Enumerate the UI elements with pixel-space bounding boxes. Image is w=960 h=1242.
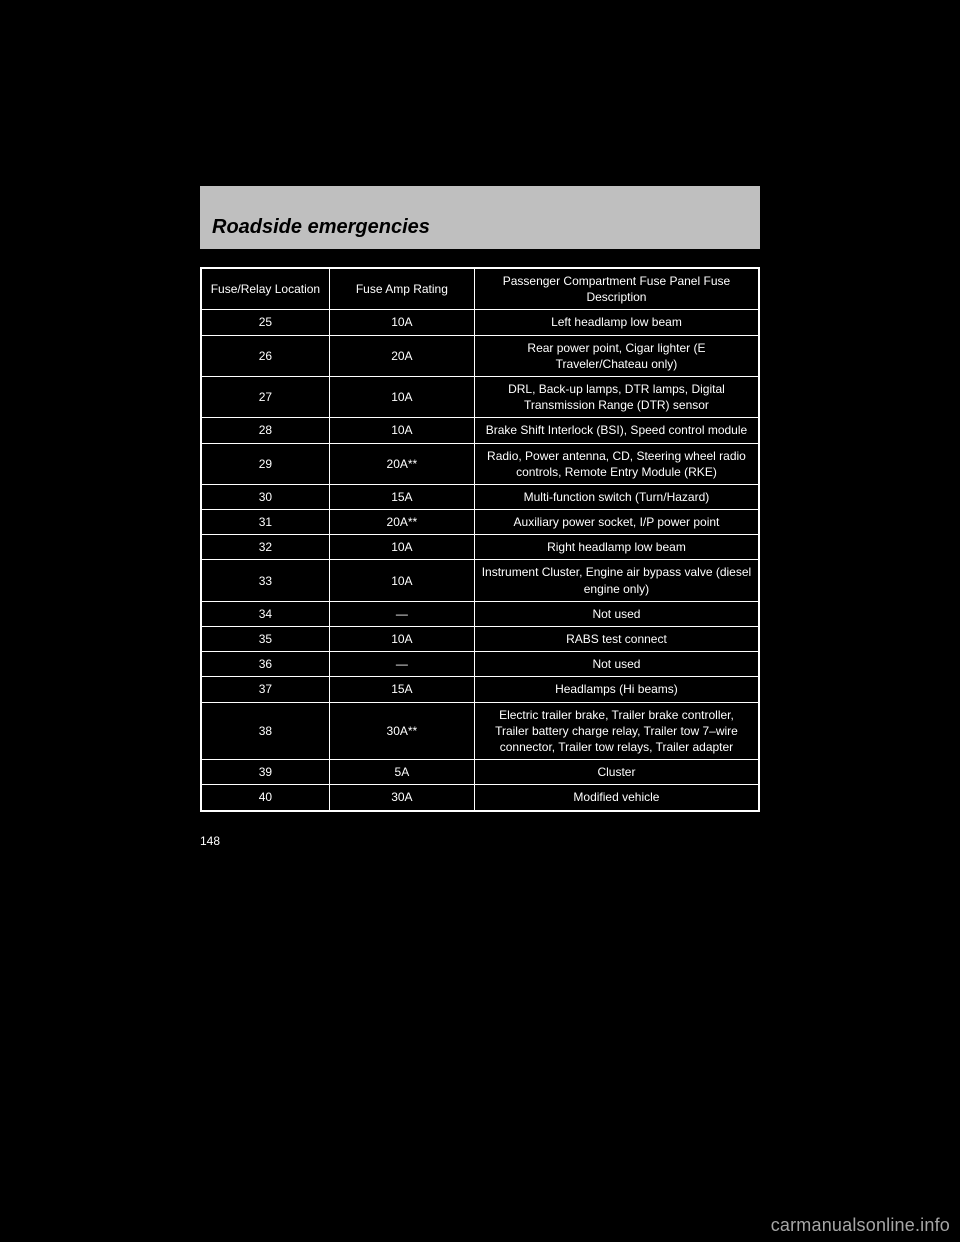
table-cell: 39 <box>201 760 329 785</box>
table-cell: 27 <box>201 376 329 417</box>
col-header-description: Passenger Compartment Fuse Panel Fuse De… <box>474 268 759 310</box>
table-cell: 32 <box>201 535 329 560</box>
table-row: 2810ABrake Shift Interlock (BSI), Speed … <box>201 418 759 443</box>
table-cell: 20A** <box>329 510 474 535</box>
table-cell: 26 <box>201 335 329 376</box>
table-cell: 30A <box>329 785 474 811</box>
table-cell: Multi-function switch (Turn/Hazard) <box>474 484 759 509</box>
fuse-table: Fuse/Relay Location Fuse Amp Rating Pass… <box>200 267 760 812</box>
table-cell: 10A <box>329 535 474 560</box>
table-cell: RABS test connect <box>474 627 759 652</box>
section-header: Roadside emergencies <box>200 186 760 249</box>
table-cell: Rear power point, Cigar lighter (E Trave… <box>474 335 759 376</box>
table-cell: 34 <box>201 601 329 626</box>
table-row: 3310AInstrument Cluster, Engine air bypa… <box>201 560 759 601</box>
table-cell: Not used <box>474 652 759 677</box>
watermark-text: carmanualsonline.info <box>771 1215 950 1236</box>
table-cell: 31 <box>201 510 329 535</box>
table-row: 2920A**Radio, Power antenna, CD, Steerin… <box>201 443 759 484</box>
table-cell: Brake Shift Interlock (BSI), Speed contr… <box>474 418 759 443</box>
table-row: 36—Not used <box>201 652 759 677</box>
table-cell: Radio, Power antenna, CD, Steering wheel… <box>474 443 759 484</box>
table-cell: Auxiliary power socket, I/P power point <box>474 510 759 535</box>
table-header-row: Fuse/Relay Location Fuse Amp Rating Pass… <box>201 268 759 310</box>
table-row: 4030AModified vehicle <box>201 785 759 811</box>
table-cell: 20A** <box>329 443 474 484</box>
table-cell: 25 <box>201 310 329 335</box>
table-cell: 10A <box>329 376 474 417</box>
table-cell: Cluster <box>474 760 759 785</box>
table-row: 3510ARABS test connect <box>201 627 759 652</box>
manual-page: Roadside emergencies Fuse/Relay Location… <box>200 186 760 848</box>
table-cell: Not used <box>474 601 759 626</box>
col-header-rating: Fuse Amp Rating <box>329 268 474 310</box>
table-row: 2510ALeft headlamp low beam <box>201 310 759 335</box>
table-cell: Right headlamp low beam <box>474 535 759 560</box>
table-cell: 33 <box>201 560 329 601</box>
table-cell: 10A <box>329 418 474 443</box>
table-row: 3830A**Electric trailer brake, Trailer b… <box>201 702 759 760</box>
table-row: 3015AMulti-function switch (Turn/Hazard) <box>201 484 759 509</box>
table-cell: 38 <box>201 702 329 760</box>
page-number: 148 <box>200 834 760 848</box>
table-cell: 30 <box>201 484 329 509</box>
table-row: 3120A**Auxiliary power socket, I/P power… <box>201 510 759 535</box>
table-body: 2510ALeft headlamp low beam2620ARear pow… <box>201 310 759 811</box>
table-cell: 15A <box>329 677 474 702</box>
table-cell: 36 <box>201 652 329 677</box>
table-cell: Electric trailer brake, Trailer brake co… <box>474 702 759 760</box>
table-cell: 29 <box>201 443 329 484</box>
table-cell: Instrument Cluster, Engine air bypass va… <box>474 560 759 601</box>
table-cell: Left headlamp low beam <box>474 310 759 335</box>
header-spacer <box>200 249 760 267</box>
table-cell: 10A <box>329 310 474 335</box>
table-cell: 10A <box>329 627 474 652</box>
col-header-location: Fuse/Relay Location <box>201 268 329 310</box>
table-cell: 30A** <box>329 702 474 760</box>
table-row: 2710ADRL, Back-up lamps, DTR lamps, Digi… <box>201 376 759 417</box>
table-row: 34—Not used <box>201 601 759 626</box>
table-cell: DRL, Back-up lamps, DTR lamps, Digital T… <box>474 376 759 417</box>
table-row: 2620ARear power point, Cigar lighter (E … <box>201 335 759 376</box>
table-cell: — <box>329 601 474 626</box>
table-row: 395ACluster <box>201 760 759 785</box>
table-cell: 10A <box>329 560 474 601</box>
table-cell: 28 <box>201 418 329 443</box>
table-cell: Modified vehicle <box>474 785 759 811</box>
table-cell: — <box>329 652 474 677</box>
table-cell: 37 <box>201 677 329 702</box>
table-cell: 40 <box>201 785 329 811</box>
table-row: 3715AHeadlamps (Hi beams) <box>201 677 759 702</box>
table-row: 3210ARight headlamp low beam <box>201 535 759 560</box>
table-cell: 5A <box>329 760 474 785</box>
section-title: Roadside emergencies <box>212 216 430 238</box>
table-cell: 20A <box>329 335 474 376</box>
table-cell: Headlamps (Hi beams) <box>474 677 759 702</box>
table-cell: 15A <box>329 484 474 509</box>
table-cell: 35 <box>201 627 329 652</box>
